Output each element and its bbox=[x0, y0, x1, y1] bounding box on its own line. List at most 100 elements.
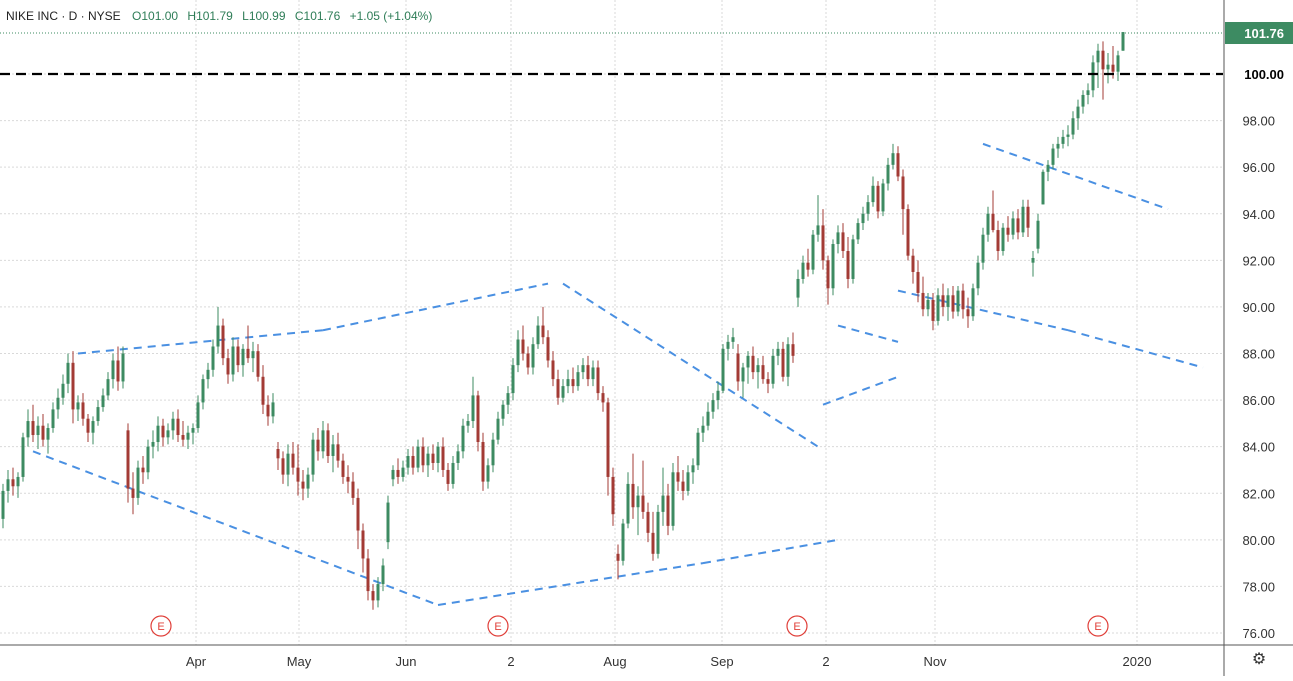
candle-body bbox=[666, 495, 670, 526]
candle-body bbox=[251, 351, 255, 359]
candle-body bbox=[1121, 32, 1125, 51]
legend-open: O101.00 bbox=[132, 9, 179, 23]
legend-high: H101.79 bbox=[187, 9, 233, 23]
candle-body bbox=[926, 299, 930, 310]
candle-body bbox=[366, 558, 370, 592]
candle-body bbox=[1026, 206, 1030, 228]
candle-body bbox=[306, 474, 310, 489]
candle-body bbox=[301, 481, 305, 489]
candle-body bbox=[1071, 118, 1075, 135]
candle-body bbox=[506, 393, 510, 405]
legend-low: L100.99 bbox=[242, 9, 286, 23]
candle-body bbox=[626, 483, 630, 524]
candle-body bbox=[141, 467, 145, 473]
earnings-label: E bbox=[1094, 621, 1101, 633]
candle-body bbox=[711, 400, 715, 412]
candle-body bbox=[1, 490, 5, 519]
candle-body bbox=[601, 393, 605, 403]
candle-body bbox=[426, 453, 430, 466]
candle-body bbox=[416, 446, 420, 468]
earnings-marker: E bbox=[150, 615, 172, 637]
candle-body bbox=[276, 448, 280, 459]
candle-body bbox=[1006, 227, 1010, 235]
candle-body bbox=[676, 472, 680, 482]
y-tick-label: 82.00 bbox=[1242, 486, 1275, 501]
candle-body bbox=[936, 295, 940, 321]
candle-body bbox=[246, 348, 250, 359]
candle-body bbox=[566, 379, 570, 387]
trend-line bbox=[982, 142, 1169, 211]
candle-body bbox=[646, 511, 650, 533]
candle-body bbox=[361, 530, 365, 559]
candle-body bbox=[741, 367, 745, 382]
candle-body bbox=[771, 355, 775, 384]
candle-body bbox=[621, 523, 625, 561]
candle-body bbox=[26, 421, 30, 438]
earnings-label: E bbox=[494, 621, 501, 633]
candle-body bbox=[471, 395, 475, 422]
candle-body bbox=[591, 367, 595, 380]
candle-body bbox=[641, 495, 645, 512]
candle-body bbox=[281, 458, 285, 475]
candle-body bbox=[91, 421, 95, 433]
candle-body bbox=[656, 511, 660, 554]
candle-body bbox=[786, 344, 790, 377]
candle-body bbox=[406, 455, 410, 468]
candle-body bbox=[146, 446, 150, 473]
candle-body bbox=[56, 397, 60, 410]
candle-body bbox=[571, 379, 575, 387]
candle-body bbox=[341, 460, 345, 477]
last-price-box bbox=[1225, 22, 1293, 45]
candle-body bbox=[496, 418, 500, 440]
candle-body bbox=[256, 351, 260, 377]
settings-gear-icon[interactable]: ⚙ bbox=[1251, 651, 1267, 668]
candle-body bbox=[906, 209, 910, 256]
candle-body bbox=[16, 476, 20, 487]
candle-body bbox=[61, 383, 65, 398]
y-tick-label: 90.00 bbox=[1242, 300, 1275, 315]
candle-body bbox=[796, 278, 800, 298]
candle-body bbox=[686, 472, 690, 491]
candle-body bbox=[311, 439, 315, 475]
candle-body bbox=[701, 425, 705, 433]
candle-body bbox=[681, 481, 685, 491]
candle-body bbox=[561, 386, 565, 398]
candle-body bbox=[231, 346, 235, 375]
candle-body bbox=[451, 462, 455, 484]
candle-body bbox=[371, 591, 375, 601]
x-tick-label: 2020 bbox=[1123, 654, 1152, 669]
candle-body bbox=[201, 379, 205, 403]
candle-body bbox=[166, 430, 170, 438]
candle-body bbox=[271, 402, 275, 417]
candle-body bbox=[411, 455, 415, 468]
candle-body bbox=[836, 232, 840, 245]
candle-body bbox=[431, 453, 435, 463]
candle-body bbox=[376, 584, 380, 601]
trend-line bbox=[437, 562, 704, 607]
candle-body bbox=[726, 341, 730, 349]
x-tick-label: Apr bbox=[186, 654, 207, 669]
candle-body bbox=[1016, 218, 1020, 233]
candle-body bbox=[1021, 206, 1025, 233]
candle-body bbox=[296, 467, 300, 482]
candle-body bbox=[661, 495, 665, 512]
candle-body bbox=[736, 353, 740, 382]
candle-body bbox=[576, 372, 580, 387]
candle-body bbox=[791, 344, 795, 356]
candle-body bbox=[761, 365, 765, 380]
candle-body bbox=[816, 225, 820, 235]
y-tick-label: 86.00 bbox=[1242, 393, 1275, 408]
candle-body bbox=[841, 232, 845, 252]
candle-body bbox=[211, 346, 215, 370]
trend-line bbox=[77, 329, 324, 355]
candle-body bbox=[111, 360, 115, 380]
candle-body bbox=[721, 348, 725, 391]
legend-ohlc: O101.00 H101.79 L100.99 C101.76 +1.05 (+… bbox=[132, 9, 438, 23]
candle-body bbox=[186, 432, 190, 440]
candle-body bbox=[191, 428, 195, 433]
candle-body bbox=[751, 355, 755, 373]
candle-body bbox=[636, 495, 640, 508]
candle-body bbox=[851, 239, 855, 279]
